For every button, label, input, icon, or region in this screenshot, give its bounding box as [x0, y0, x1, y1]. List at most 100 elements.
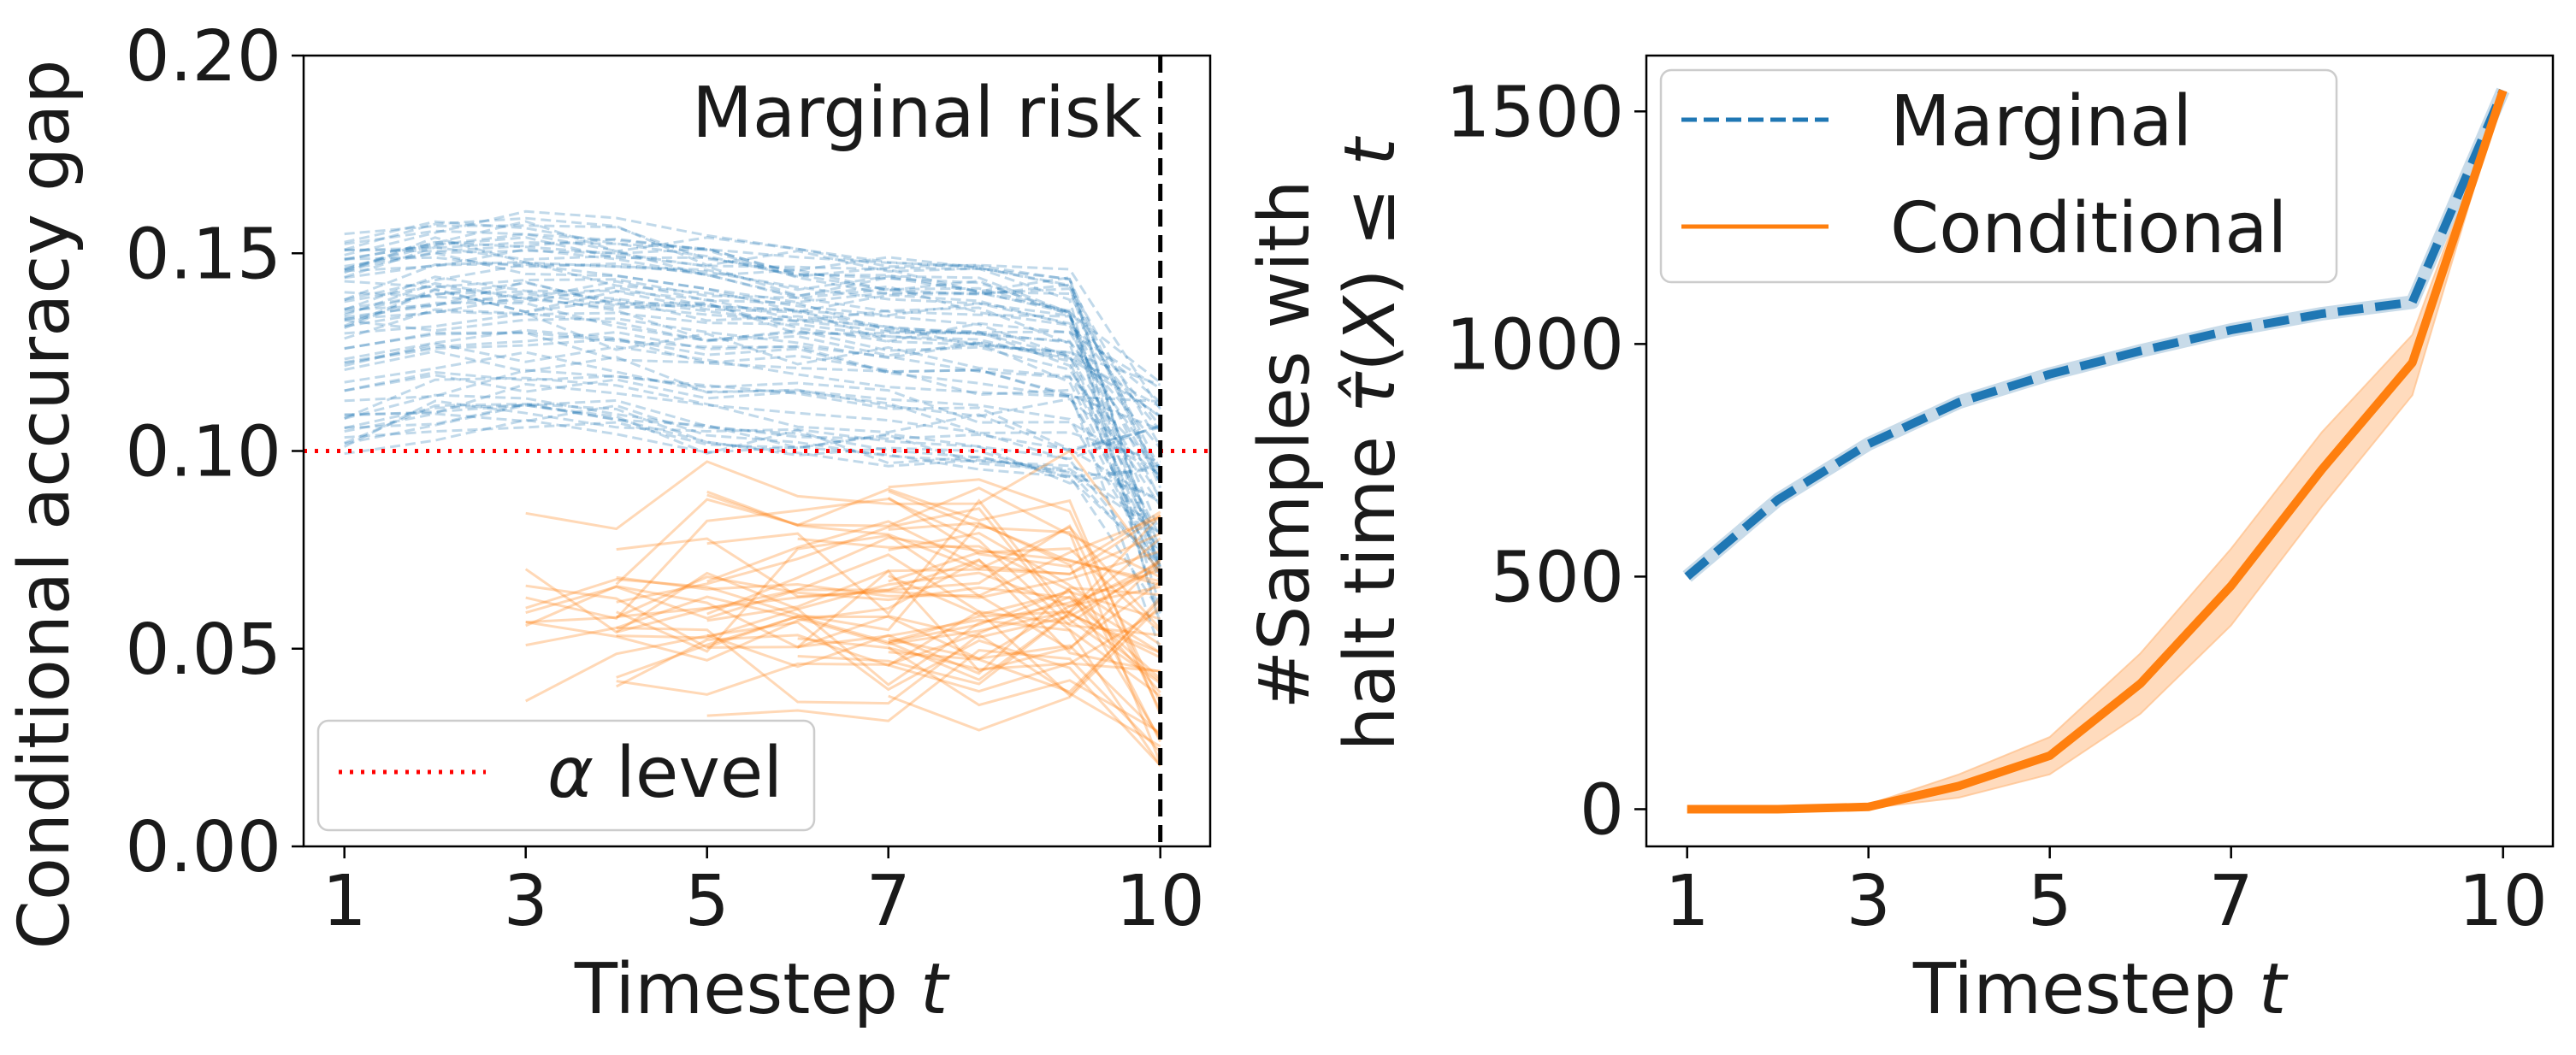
conditional-run-line	[706, 532, 1161, 622]
marginal-run-line	[344, 220, 1162, 448]
marginal-run-line	[344, 292, 1161, 450]
marginal-series-line	[1684, 88, 2508, 581]
conditional-run-line	[525, 584, 1161, 767]
marginal-run-line	[344, 399, 1161, 485]
marginal-run-line	[344, 278, 1162, 551]
marginal-run-line	[344, 311, 1162, 548]
conditional-run-lines	[524, 449, 1162, 767]
conditional-run-line	[888, 604, 1161, 732]
conditional-run-line	[888, 532, 1161, 646]
left-xtick-label: 7	[866, 861, 911, 942]
marginal-run-line	[344, 308, 1161, 499]
conditional-run-line	[525, 575, 1161, 681]
conditional-run-line	[616, 585, 1161, 679]
conditional-run-line	[525, 522, 1161, 632]
conditional-run-line	[525, 449, 1161, 574]
marginal-run-line	[344, 245, 1162, 624]
marginal-run-line	[344, 421, 1161, 461]
marginal-run-line	[344, 262, 1161, 432]
left-ytick-label: 0.00	[125, 807, 281, 888]
marginal-legend-label: Marginal	[1890, 81, 2192, 162]
conditional-run-line	[706, 498, 1161, 654]
conditional-run-line	[797, 565, 1161, 649]
marginal-run-line	[344, 288, 1161, 470]
marginal-run-line	[344, 398, 1161, 451]
right-y-axis-label-line2: halt time τ̂(X) ≤ t	[1330, 136, 1411, 751]
right-ticks: 1 3 5 7 10 0 500 1000 1500	[1445, 72, 2548, 942]
right-legend: Marginal Conditional	[1659, 68, 2338, 284]
right-ytick-label: 1000	[1445, 304, 1624, 386]
marginal-run-line	[344, 209, 1161, 410]
left-ytick-label: 0.15	[125, 214, 281, 295]
conditional-run-line	[888, 490, 1162, 764]
marginal-run-line	[344, 236, 1162, 489]
conditional-run-line	[616, 507, 1161, 685]
marginal-run-line	[344, 331, 1162, 577]
marginal-run-line	[344, 337, 1161, 431]
right-ytick-label: 1500	[1445, 72, 1624, 153]
marginal-run-lines	[344, 209, 1162, 651]
conditional-run-line	[525, 497, 1161, 637]
conditional-run-line	[887, 646, 1161, 734]
right-x-axis-label: Timestep t	[1912, 949, 2289, 1030]
marginal-run-line	[344, 404, 1161, 613]
left-legend-box	[316, 719, 816, 832]
marginal-run-line	[344, 240, 1162, 568]
conditional-run-line	[797, 537, 1161, 693]
marginal-run-line	[344, 330, 1161, 471]
marginal-run-line	[344, 260, 1162, 534]
left-ytick-label: 0.05	[125, 610, 281, 691]
conditional-run-line	[616, 537, 1161, 599]
marginal-run-line	[344, 284, 1161, 418]
right-xtick-label: 10	[2459, 861, 2548, 942]
conditional-run-line	[888, 575, 1161, 621]
left-xtick-label: 5	[685, 861, 730, 942]
marginal-run-line	[344, 286, 1161, 409]
conditional-run-line	[616, 514, 1161, 645]
conditional-run-line	[616, 595, 1161, 696]
marginal-run-line	[344, 350, 1161, 478]
left-xtick-label: 3	[504, 861, 548, 942]
conditional-run-line	[616, 523, 1162, 712]
left-ticks: 1 3 5 7 10 0.00 0.05 0.10 0.15 0.20	[125, 16, 1204, 942]
conditional-run-line	[797, 611, 1161, 686]
left-xtick-label: 1	[322, 861, 367, 942]
marginal-run-line	[344, 229, 1162, 483]
marginal-run-line	[344, 236, 1161, 384]
marginal-run-line	[344, 275, 1161, 386]
conditional-run-line	[888, 537, 1161, 681]
conditional-run-line	[706, 649, 1161, 753]
right-plot-area	[1682, 87, 2510, 814]
conditional-run-line	[888, 547, 1161, 634]
conditional-run-line	[888, 522, 1162, 743]
left-xtick-label: 10	[1116, 861, 1205, 942]
conditional-run-line	[706, 513, 1161, 583]
conditional-run-line	[525, 626, 1161, 748]
conditional-run-line	[616, 516, 1161, 653]
marginal-run-line	[344, 317, 1162, 569]
marginal-run-line	[344, 251, 1161, 427]
conditional-run-line	[616, 596, 1161, 698]
marginal-run-line	[344, 216, 1162, 628]
marginal-run-line	[344, 256, 1162, 608]
conditional-run-line	[887, 496, 1161, 569]
right-legend-box	[1659, 68, 2338, 284]
conditional-run-line	[616, 569, 1161, 687]
marginal-run-line	[344, 402, 1161, 529]
right-chart: 1 3 5 7 10 0 500 1000 1500 Timestep t #Samples w…	[1244, 54, 2555, 1030]
conditional-run-line	[615, 486, 1161, 586]
marginal-run-line	[344, 237, 1162, 484]
right-y-axis-label-line1: #Samples with	[1244, 180, 1326, 710]
marginal-run-line	[344, 287, 1162, 538]
marginal-run-line	[344, 280, 1161, 482]
left-chart: 1 3 5 7 10 0.00 0.05 0.10 0.15 0.20 Marginal risk…	[4, 16, 1212, 1030]
left-ytick-label: 0.10	[125, 412, 281, 493]
right-xtick-label: 3	[1846, 861, 1891, 942]
marginal-run-line	[344, 280, 1161, 390]
conditional-run-line	[888, 599, 1161, 693]
conditional-run-line	[888, 638, 1161, 737]
marginal-run-line	[344, 351, 1161, 569]
right-axes-frame	[1645, 54, 2555, 848]
conditional-run-line	[706, 487, 1162, 716]
